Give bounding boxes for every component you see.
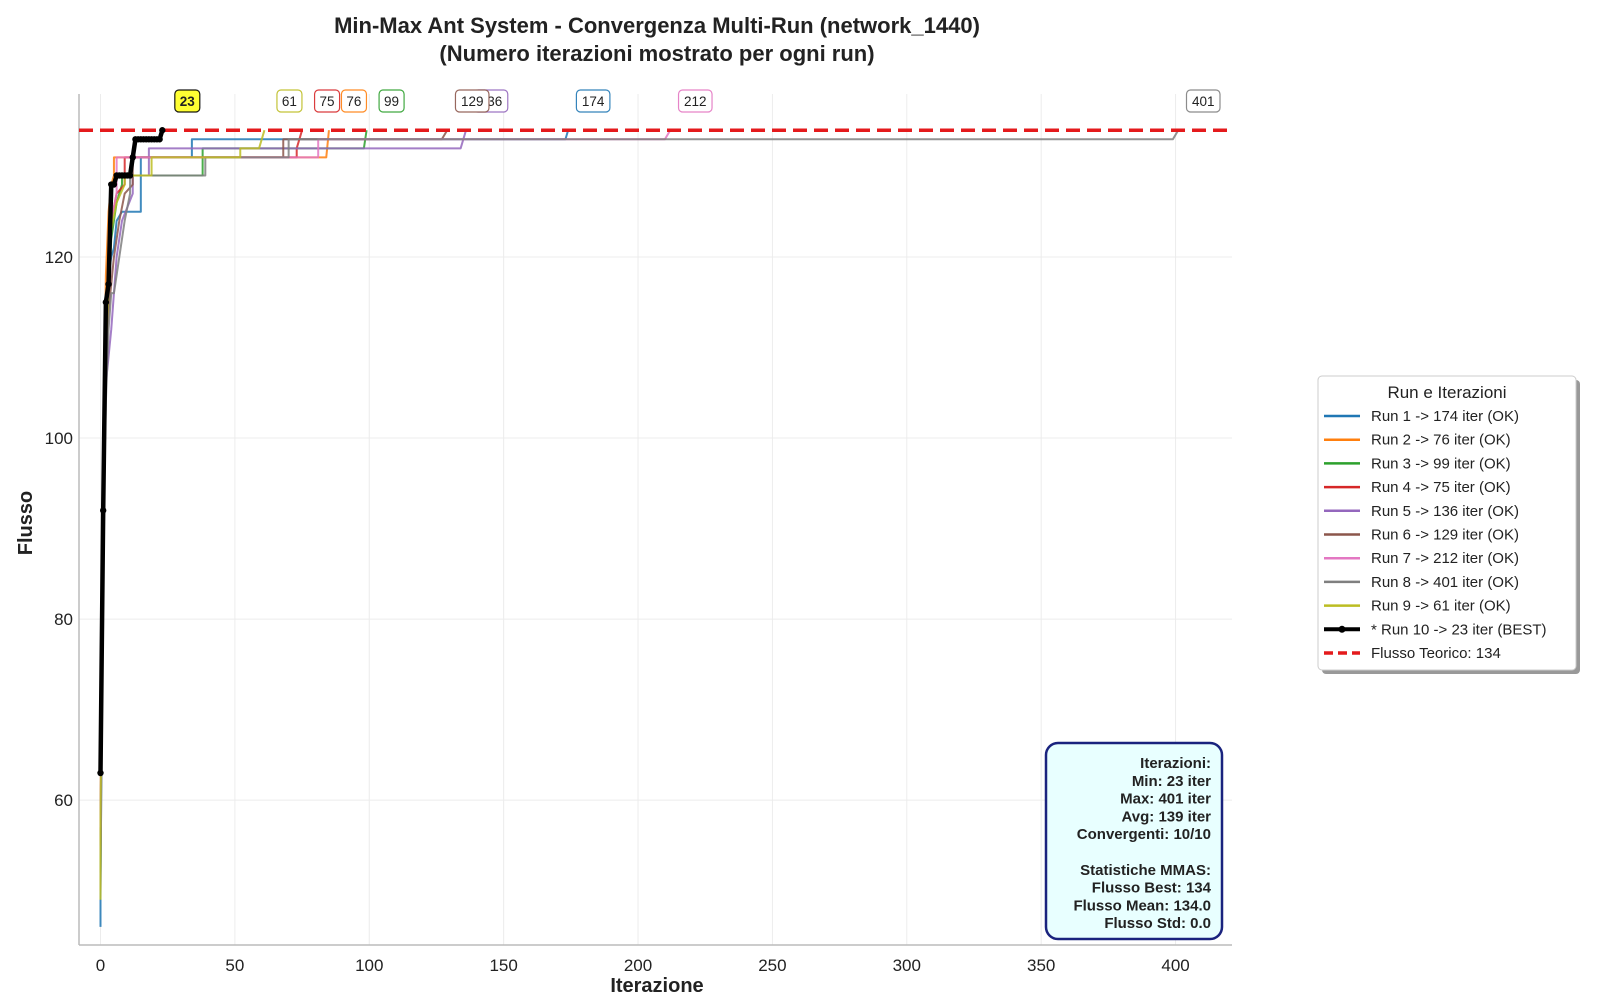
chart-title: Min-Max Ant System - Convergenza Multi-R… <box>334 13 980 38</box>
final-label-box <box>454 89 490 113</box>
series-line <box>99 130 330 846</box>
legend-entry: * Run 10 -> 23 iter (BEST) <box>1371 621 1547 638</box>
series-layer <box>79 127 1232 927</box>
best-series-point <box>102 299 110 306</box>
y-tick-label: 60 <box>54 791 73 810</box>
final-label-box <box>340 89 368 113</box>
axes: 0 50 100 150 200 250 300 350 400 60 80 100 120 <box>45 94 1232 975</box>
legend-entry: Run 7 -> 212 iter (OK) <box>1371 550 1519 567</box>
legend-entry: Run 9 -> 61 iter (OK) <box>1371 598 1511 615</box>
legend-entry: Flusso Teorico: 134 <box>1371 645 1501 662</box>
series-line <box>99 129 570 927</box>
legend-entry: Run 1 -> 174 iter (OK) <box>1371 408 1519 425</box>
y-tick-label: 120 <box>45 248 73 267</box>
legend-entry: Run 6 -> 129 iter (OK) <box>1371 527 1519 544</box>
stats-line: Flusso Mean: 134.0 <box>1073 897 1211 914</box>
stats-line: Max: 401 iter <box>1120 791 1211 808</box>
x-tick-label: 50 <box>225 956 244 975</box>
best-series-line <box>98 129 165 774</box>
best-series-point <box>110 181 118 188</box>
final-label-text: 212 <box>684 94 707 109</box>
stats-line: Iterazioni: <box>1140 755 1211 772</box>
stats-line: Avg: 139 iter <box>1122 808 1212 825</box>
final-label-text: 129 <box>461 94 484 109</box>
series-line <box>99 129 1180 891</box>
stats-line: Flusso Best: 134 <box>1092 880 1212 897</box>
final-label-text: 61 <box>282 94 297 109</box>
legend-frame <box>1317 375 1577 671</box>
grid-lines <box>79 94 1232 945</box>
final-label-box <box>677 89 713 113</box>
final-label-text: 174 <box>582 94 605 109</box>
legend-entry: Run 8 -> 401 iter (OK) <box>1371 574 1519 591</box>
best-series-point <box>159 127 166 134</box>
x-tick-label: 150 <box>489 956 517 975</box>
best-series-point <box>99 507 107 514</box>
best-series-point <box>105 280 112 288</box>
legend-entry: Run 2 -> 76 iter (OK) <box>1371 432 1511 449</box>
x-tick-label: 250 <box>758 956 786 975</box>
x-axis-label: Iterazione <box>610 975 703 997</box>
series-line <box>99 129 266 900</box>
final-label-text: 23 <box>180 94 196 109</box>
stats-box-frame <box>1044 741 1224 941</box>
chart-subtitle: (Numero iterazioni mostrato per ogni run… <box>439 41 874 66</box>
series-line <box>99 129 449 846</box>
stats-line: Min: 23 iter <box>1132 773 1211 790</box>
x-tick-label: 350 <box>1027 956 1055 975</box>
legend-entry: Run 5 -> 136 iter (OK) <box>1371 503 1519 520</box>
legend: Run e Iterazioni Run 1 -> 174 iter (OK) Ru… <box>1317 375 1580 674</box>
x-tick-label: 100 <box>355 956 383 975</box>
final-label-box <box>1185 89 1221 113</box>
legend-entry: Run 4 -> 75 iter (OK) <box>1371 479 1511 496</box>
final-label-box <box>313 89 341 113</box>
best-series-point <box>126 172 134 179</box>
final-label-text: 401 <box>1192 94 1215 109</box>
best-series-point <box>129 154 136 161</box>
final-label-box <box>575 89 611 113</box>
series-line <box>99 129 672 828</box>
x-tick-label: 0 <box>96 956 105 975</box>
stats-line: Flusso Std: 0.0 <box>1104 915 1211 932</box>
x-tick-label: 200 <box>624 956 652 975</box>
y-tick-label: 100 <box>45 429 73 448</box>
final-label-box <box>174 89 201 113</box>
series-line <box>99 130 368 873</box>
stats-line: Statistiche MMAS: <box>1080 862 1211 879</box>
stats-line: Convergenti: 10/10 <box>1077 826 1211 843</box>
final-label-text: 76 <box>346 94 361 109</box>
y-axis-label: Flusso <box>15 491 37 555</box>
x-tick-label: 400 <box>1161 956 1189 975</box>
series-line <box>99 129 467 855</box>
x-tick-label: 300 <box>893 956 921 975</box>
best-series-point <box>97 769 104 777</box>
best-series-point <box>156 136 163 143</box>
final-label-text: 99 <box>384 94 399 109</box>
final-label-box <box>276 89 303 113</box>
series-line <box>99 129 304 837</box>
legend-swatch-marker <box>1338 625 1346 633</box>
final-label-box <box>378 89 405 113</box>
y-tick-label: 80 <box>54 610 73 629</box>
legend-title: Run e Iterazioni <box>1387 383 1506 402</box>
legend-entry: Run 3 -> 99 iter (OK) <box>1371 455 1511 472</box>
final-label-text: 75 <box>320 94 335 109</box>
